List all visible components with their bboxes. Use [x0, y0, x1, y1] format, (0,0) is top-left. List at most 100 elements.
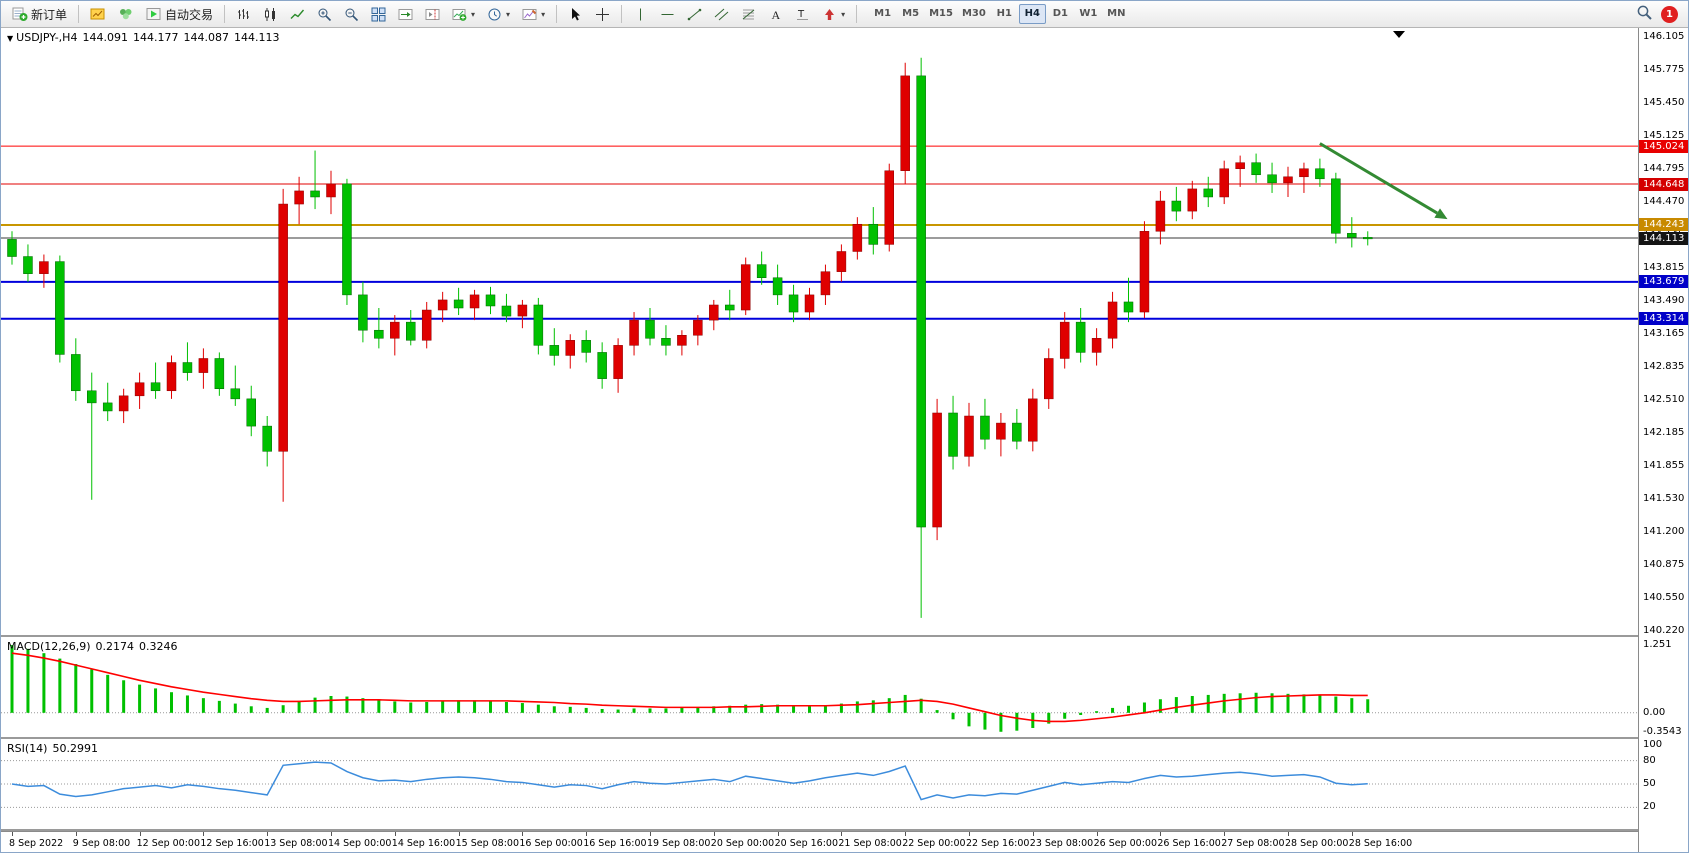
macd-panel[interactable]: MACD(12,26,9) 0.2174 0.3246	[1, 637, 1638, 737]
channel-button[interactable]	[709, 3, 734, 25]
new-order-button[interactable]: 新订单	[7, 3, 72, 25]
price-tag-144.113: 144.113	[1639, 231, 1688, 245]
timeframe-button-h1[interactable]: H1	[996, 8, 1012, 19]
candle-body	[262, 425, 272, 452]
candle-body	[677, 335, 687, 346]
candle-body	[1187, 188, 1198, 212]
candle-body	[342, 183, 352, 296]
price-scale[interactable]: 146.105 145.775 145.450 145.125 144.795 144.4…	[1638, 28, 1688, 852]
candle-body	[102, 402, 113, 412]
crosshair-icon	[595, 7, 610, 22]
macd-bar	[217, 700, 221, 713]
trendline-button[interactable]	[682, 3, 707, 25]
macd-bar	[1111, 707, 1115, 713]
crosshair-button[interactable]	[590, 3, 615, 25]
candle-body	[326, 183, 336, 198]
macd-bar	[425, 701, 429, 713]
candle-body	[1155, 200, 1166, 232]
chart-shift-button[interactable]	[420, 3, 445, 25]
time-tick	[1288, 832, 1289, 836]
candle-body	[182, 362, 193, 373]
time-label: 22 Sep 16:00	[966, 838, 1030, 849]
macd-bar	[249, 706, 253, 713]
timeframe-button-m15[interactable]: M15	[929, 8, 953, 19]
time-label: 14 Sep 00:00	[328, 838, 392, 849]
panel-divider[interactable]	[1, 737, 1688, 739]
rsi-panel[interactable]: RSI(14) 50.2991	[1, 739, 1638, 829]
candle-body	[1059, 321, 1070, 359]
horizontal-line-button[interactable]	[655, 3, 680, 25]
autotrading-icon	[146, 6, 162, 22]
cursor-button[interactable]	[563, 3, 588, 25]
market-watch-button[interactable]	[85, 3, 111, 25]
macd-bar	[361, 698, 365, 713]
indicators-button[interactable]: ▾	[447, 3, 480, 25]
timeframe-button-h4[interactable]: H4	[1018, 4, 1046, 24]
candlestick-chart-button[interactable]	[258, 3, 283, 25]
clock-icon	[487, 7, 502, 22]
zoom-out-icon	[344, 7, 359, 22]
templates-button[interactable]: ▾	[517, 3, 550, 25]
data-window-button[interactable]	[113, 3, 139, 25]
candle-body	[1028, 398, 1038, 442]
vertical-line-button[interactable]	[628, 3, 653, 25]
text-icon: A	[768, 7, 783, 22]
periods-button[interactable]: ▾	[482, 3, 515, 25]
timeframe-button-w1[interactable]: W1	[1079, 8, 1098, 19]
macd-bar	[345, 696, 349, 713]
macd-bar	[1238, 693, 1242, 713]
candle-body	[565, 340, 575, 356]
ohlc-low: 144.087	[183, 31, 229, 44]
timeframe-button-d1[interactable]: D1	[1052, 8, 1068, 19]
candle-body	[1171, 200, 1182, 212]
macd-bar	[26, 648, 30, 713]
chart-shift-marker-icon[interactable]	[1393, 31, 1405, 38]
vertical-line-icon	[633, 7, 648, 22]
price-chart-panel[interactable]: ▼ USDJPY-,H4 144.091 144.177 144.087 144.113	[1, 28, 1638, 635]
timeframe-button-m30[interactable]: M30	[961, 8, 986, 19]
tile-windows-button[interactable]	[366, 3, 391, 25]
candle-body	[964, 415, 974, 457]
text-label-button[interactable]: T	[790, 3, 815, 25]
timeframe-button-m5[interactable]: M5	[902, 8, 920, 19]
candle-body	[549, 345, 560, 356]
macd-bar	[616, 709, 620, 713]
zoom-out-button[interactable]	[339, 3, 364, 25]
macd-main-value: 0.2174	[95, 640, 135, 653]
macd-bar	[664, 708, 668, 713]
candle-body	[1315, 168, 1325, 180]
time-label: 13 Sep 08:00	[264, 838, 328, 849]
zoom-in-button[interactable]	[312, 3, 337, 25]
macd-bar	[696, 707, 700, 713]
bar-chart-icon	[236, 7, 251, 22]
panel-divider[interactable]	[1, 829, 1688, 831]
search-icon[interactable]	[1636, 4, 1653, 25]
panel-divider[interactable]	[1, 635, 1688, 637]
candle-body	[374, 329, 384, 339]
time-label: 20 Sep 00:00	[710, 838, 775, 849]
macd-bar	[600, 709, 604, 713]
autotrading-button[interactable]: 自动交易	[141, 3, 218, 25]
line-chart-button[interactable]	[285, 3, 310, 25]
time-label: 26 Sep 00:00	[1093, 838, 1158, 849]
arrows-button[interactable]: ▾	[817, 3, 850, 25]
timeframe-button-mn[interactable]: MN	[1107, 8, 1126, 19]
notification-badge[interactable]: 1	[1661, 5, 1678, 23]
autoscroll-button[interactable]	[393, 3, 418, 25]
candle-body	[788, 294, 799, 313]
candle-body	[1299, 168, 1309, 178]
indicators-icon	[452, 7, 467, 22]
candle-body	[1283, 176, 1293, 184]
time-tick	[203, 832, 205, 836]
candle-body	[1235, 162, 1245, 169]
text-button[interactable]: A	[763, 3, 788, 25]
macd-signal-line	[11, 652, 1368, 723]
time-axis[interactable]: 8 Sep 2022 9 Sep 08:00 12 Sep 00:00 12 Sep …	[1, 831, 1638, 852]
trend-arrow[interactable]	[1319, 142, 1448, 220]
text-label-icon: T	[795, 7, 810, 22]
bar-chart-button[interactable]	[231, 3, 256, 25]
toolbar: 新订单 自动交易 ▾ ▾ ▾ A T ▾ M1 M5 M15 M30 H1 H	[1, 1, 1688, 28]
timeframe-button-m1[interactable]: M1	[874, 8, 892, 19]
fibonacci-button[interactable]	[736, 3, 761, 25]
candle-body	[39, 261, 49, 274]
